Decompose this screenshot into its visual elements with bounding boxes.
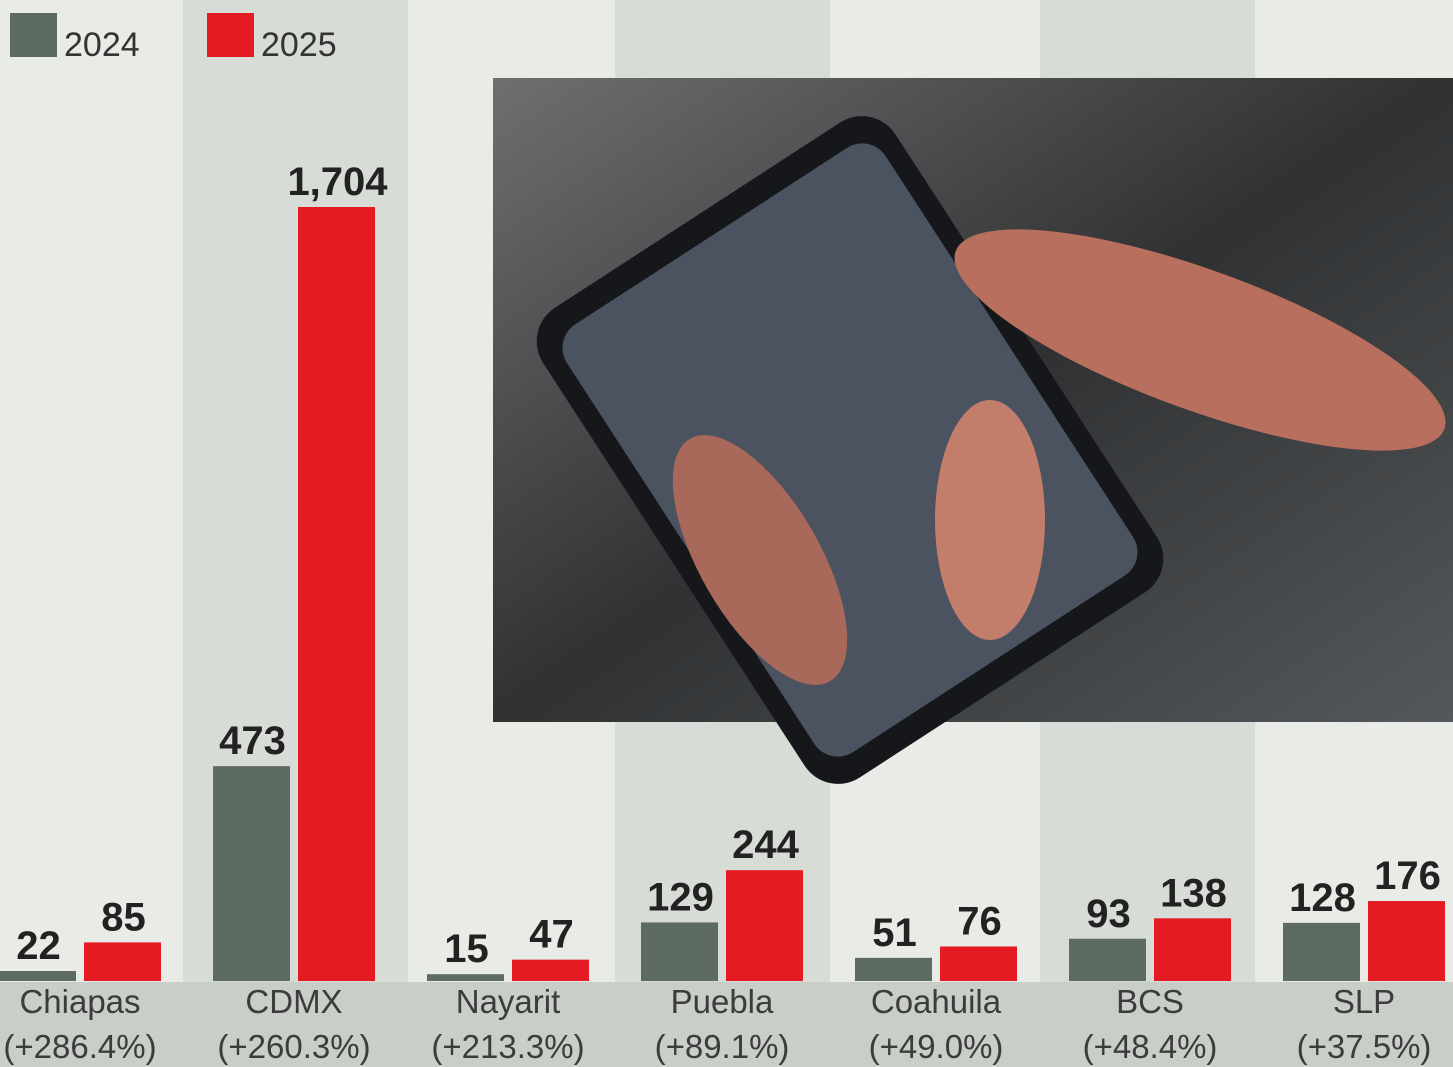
- bar: [855, 958, 932, 981]
- bar: [1368, 901, 1445, 981]
- change-label: (+260.3%): [217, 1028, 370, 1065]
- data-label: 176: [1374, 854, 1441, 898]
- bar: [84, 942, 161, 981]
- x-tick-label: CDMX: [245, 983, 342, 1020]
- data-label: 85: [101, 895, 146, 939]
- change-label: (+213.3%): [431, 1028, 584, 1065]
- data-label: 93: [1086, 892, 1131, 936]
- data-label: 473: [219, 719, 286, 763]
- bar: [427, 974, 504, 981]
- bar: [298, 207, 375, 981]
- bar: [0, 971, 76, 981]
- bar: [213, 766, 290, 981]
- data-label: 129: [647, 875, 714, 919]
- data-label: 1,704: [287, 160, 388, 204]
- x-tick-label: Coahuila: [871, 983, 1002, 1020]
- photo: [493, 78, 1453, 799]
- data-label: 15: [444, 927, 489, 971]
- x-tick-label: SLP: [1333, 983, 1395, 1020]
- bar: [1283, 923, 1360, 981]
- change-label: (+49.0%): [869, 1028, 1004, 1065]
- data-label: 47: [529, 913, 574, 957]
- bar: [940, 946, 1017, 981]
- change-label: (+286.4%): [3, 1028, 156, 1065]
- data-label: 51: [872, 911, 917, 955]
- change-label: (+89.1%): [655, 1028, 790, 1065]
- data-label: 76: [957, 899, 1002, 943]
- change-label: (+48.4%): [1083, 1028, 1218, 1065]
- legend-label: 2024: [64, 26, 140, 64]
- data-label: 128: [1289, 876, 1356, 920]
- data-label: 22: [16, 924, 61, 968]
- bar: [641, 922, 718, 981]
- bar: [726, 870, 803, 981]
- column-band: [0, 0, 183, 982]
- change-label: (+37.5%): [1297, 1028, 1432, 1065]
- bar: [512, 960, 589, 981]
- x-tick-label: BCS: [1116, 983, 1184, 1020]
- data-label: 138: [1160, 871, 1227, 915]
- x-tick-label: Nayarit: [456, 983, 561, 1020]
- page: 2024 2025 22 85 Chiapas (+286.4%) 473 1,704 CDMX…: [0, 0, 1453, 1067]
- legend-swatch: [207, 13, 254, 57]
- x-tick-label: Chiapas: [19, 983, 140, 1020]
- bar: [1154, 918, 1231, 981]
- x-tick-label: Puebla: [671, 983, 774, 1020]
- data-label: 244: [732, 823, 799, 867]
- legend-swatch: [10, 13, 57, 57]
- legend-label: 2025: [261, 26, 337, 64]
- bar: [1069, 939, 1146, 981]
- chart: 2024 2025 22 85 Chiapas (+286.4%) 473 1,704 CDMX…: [0, 0, 1453, 1067]
